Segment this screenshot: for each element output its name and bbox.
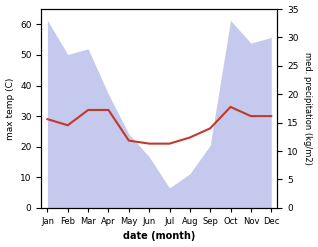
X-axis label: date (month): date (month) (123, 231, 196, 242)
Y-axis label: max temp (C): max temp (C) (5, 77, 15, 140)
Y-axis label: med. precipitation (kg/m2): med. precipitation (kg/m2) (303, 52, 313, 165)
